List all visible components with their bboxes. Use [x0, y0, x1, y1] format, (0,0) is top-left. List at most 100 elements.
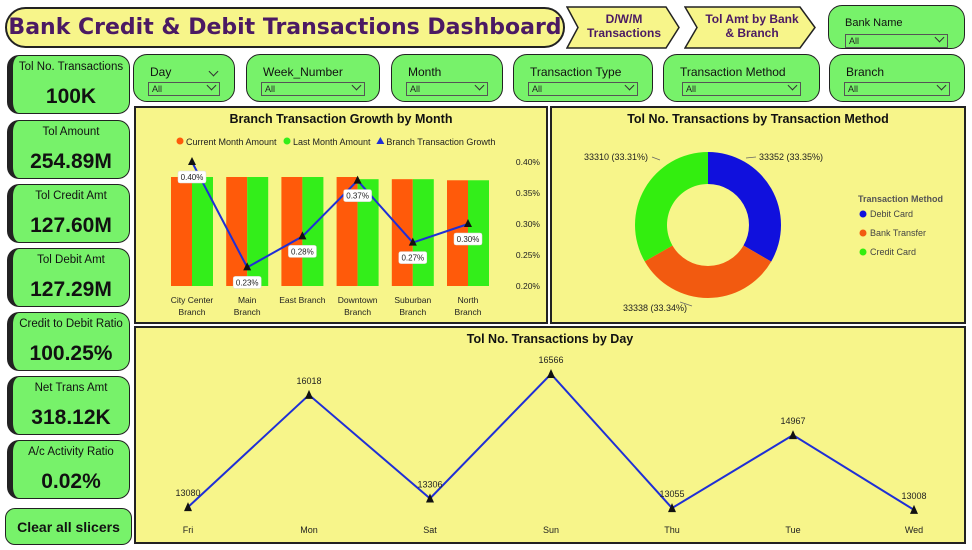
chart-title: Tol No. Transactions by Day [466, 332, 634, 346]
branch-slicer[interactable]: Branch All [829, 54, 965, 102]
bar-last-month [192, 177, 213, 286]
transaction-method-dropdown[interactable]: All [682, 80, 801, 96]
clear-all-slicers-button[interactable]: Clear all slicers [5, 508, 132, 545]
kpi-total-amount: Tol Amount 254.89M [7, 120, 130, 179]
chevron-down-icon [474, 80, 485, 91]
data-label: 13080 [175, 488, 200, 498]
chevron-down-icon [206, 80, 217, 91]
growth-marker [188, 157, 196, 165]
data-label: 14967 [780, 416, 805, 426]
week-number-value: All [265, 84, 276, 94]
transactions-by-day-chart-panel: Tol No. Transactions by Day 13080 Fri 1601… [134, 326, 966, 544]
nav-amt-label-line2: & Branch [725, 26, 778, 40]
week-number-dropdown[interactable]: All [261, 80, 365, 96]
transaction-type-label: Transaction Type [530, 65, 622, 79]
kpi-label: Tol Debit Amt [37, 254, 105, 266]
data-label: 0.28% [291, 247, 314, 256]
data-label-bg [343, 189, 372, 202]
data-label-bg [453, 232, 483, 246]
x-tick-label: Branch [344, 307, 371, 317]
nav-dwm-label-line1: D/W/M [606, 12, 643, 26]
bar-last-month [357, 179, 379, 286]
bank-name-slicer[interactable]: Bank Name All [828, 5, 965, 49]
data-label: 0.23% [236, 278, 259, 287]
week-number-slicer[interactable]: Week_Number All [246, 54, 380, 102]
legend-marker [176, 137, 184, 145]
legend-label: Debit Card [870, 209, 913, 219]
growth-marker [408, 237, 417, 246]
bar-last-month [412, 179, 434, 286]
slice-label: 33310 (33.31%) [584, 152, 648, 162]
dashboard-title-banner: Bank Credit & Debit Transactions Dashboa… [5, 7, 565, 48]
month-dropdown[interactable]: All [406, 80, 488, 96]
week-number-label: Week_Number [263, 65, 343, 79]
transaction-method-label: Transaction Method [680, 65, 786, 79]
bank-name-dropdown[interactable]: All [845, 32, 948, 48]
x-tick-label: City Center [171, 295, 214, 305]
y2-tick-label: 0.35% [516, 188, 541, 198]
y2-tick-label: 0.30% [516, 219, 541, 229]
kpi-label: Tol Credit Amt [35, 190, 107, 202]
day-series-line [187, 372, 915, 511]
growth-marker [298, 231, 307, 240]
data-label: 0.30% [457, 235, 480, 244]
leader-line [651, 156, 661, 161]
bar-current-month [281, 177, 303, 286]
branch-growth-chart: Current Month Amount Last Month Amount Bra… [171, 137, 541, 317]
legend-marker [376, 137, 385, 144]
legend-label: Current Month Amount [186, 137, 277, 147]
y2-tick-label: 0.40% [516, 157, 541, 167]
growth-marker [464, 219, 472, 227]
x-tick-label: Downtown [338, 295, 378, 305]
transaction-type-slicer[interactable]: Transaction Type All [513, 54, 653, 102]
data-label: 13306 [417, 479, 442, 489]
day-dropdown[interactable]: All [148, 80, 220, 96]
data-point-marker [305, 389, 313, 399]
kpi-label: Tol Amount [42, 126, 100, 138]
x-tick-label: Branch [179, 307, 206, 317]
day-label: Day [150, 65, 172, 79]
legend-label: Last Month Amount [293, 137, 371, 147]
data-point-marker [184, 502, 192, 512]
growth-marker [353, 175, 362, 184]
x-tick-label: Thu [664, 525, 680, 535]
data-point-marker [426, 493, 434, 503]
x-tick-label: Main [238, 295, 257, 305]
leader-line [679, 301, 693, 307]
nav-amt-by-bank-branch-button[interactable]: Tol Amt by Bank & Branch [684, 6, 816, 49]
x-tick-label: Sun [543, 525, 559, 535]
legend-marker [859, 248, 867, 256]
kpi-activity-ratio: A/c Activity Ratio 0.02% [7, 440, 130, 499]
chevron-down-icon [351, 80, 362, 91]
legend-label: Credit Card [870, 247, 916, 257]
bar-last-month [302, 177, 324, 286]
page-title: Bank Credit & Debit Transactions Dashboa… [8, 15, 562, 40]
nav-dwm-transactions-button[interactable]: D/W/M Transactions [566, 6, 680, 49]
data-label: 13055 [659, 489, 684, 499]
x-tick-label: Fri [183, 525, 194, 535]
transaction-method-slicer[interactable]: Transaction Method All [663, 54, 820, 102]
legend-marker [859, 210, 867, 218]
data-label-bg [288, 245, 317, 258]
data-label-bg [232, 276, 262, 289]
chevron-down-icon [787, 80, 798, 91]
x-tick-label: Mon [300, 525, 318, 535]
kpi-credit-amount: Tol Credit Amt 127.60M [7, 184, 130, 243]
day-slicer[interactable]: Day All [133, 54, 235, 102]
data-label: 0.40% [181, 173, 204, 182]
month-label: Month [408, 65, 442, 79]
kpi-label: Credit to Debit Ratio [19, 318, 123, 330]
chart-title: Tol No. Transactions by Transaction Meth… [627, 112, 889, 126]
branch-dropdown[interactable]: All [844, 80, 950, 96]
branch-value: All [848, 84, 859, 94]
chart-title: Branch Transaction Growth by Month [229, 112, 453, 126]
transaction-type-dropdown[interactable]: All [528, 80, 638, 96]
month-slicer[interactable]: Month All [391, 54, 503, 102]
donut-slice [644, 245, 772, 298]
transaction-type-value: All [532, 84, 543, 94]
day-value: All [152, 84, 163, 94]
x-tick-label: Branch [234, 307, 261, 317]
legend-marker [859, 229, 867, 237]
kpi-value: 100.25% [29, 342, 113, 365]
bar-current-month [336, 177, 358, 286]
